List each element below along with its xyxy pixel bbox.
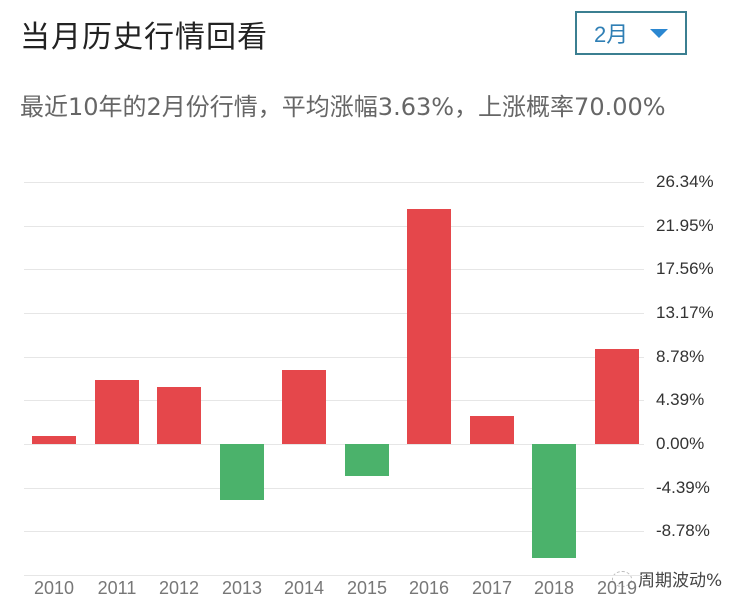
- month-select[interactable]: 2月: [575, 11, 687, 55]
- y-tick-label: 17.56%: [656, 259, 714, 278]
- summary-text: 最近10年的2月份行情，平均涨幅3.63%，上涨概率70.00%: [20, 93, 666, 121]
- gridline: [24, 531, 644, 532]
- bar-2010[interactable]: [32, 436, 76, 444]
- bar-2019[interactable]: [595, 349, 639, 444]
- x-tick-label: 2018: [533, 578, 575, 598]
- watermark: 周期波动%: [612, 566, 722, 591]
- gridline: [24, 357, 644, 358]
- x-tick-label: 2010: [33, 578, 75, 598]
- bar-2011[interactable]: [95, 380, 139, 444]
- x-axis-line: [24, 575, 644, 576]
- gridline: [24, 269, 644, 270]
- caret-down-icon: [650, 28, 669, 38]
- bar-2014[interactable]: [282, 370, 326, 444]
- bar-2015[interactable]: [345, 444, 389, 476]
- x-tick-label: 2013: [221, 578, 263, 598]
- x-tick-label: 2011: [97, 578, 137, 598]
- x-tick-label: 2014: [283, 578, 325, 598]
- gridline: [24, 226, 644, 227]
- gridline: [24, 313, 644, 314]
- x-tick-label: 2019: [596, 578, 638, 598]
- wechat-icon: [612, 570, 632, 587]
- y-tick-label: -8.78%: [656, 521, 710, 540]
- y-tick-label: 26.34%: [656, 172, 714, 191]
- watermark-text: 周期波动%: [638, 571, 723, 591]
- y-tick-label: -4.39%: [656, 478, 710, 497]
- month-select-value: 2月: [594, 22, 629, 47]
- bar-2018[interactable]: [532, 444, 576, 558]
- y-tick-label: 13.17%: [656, 303, 714, 322]
- x-tick-label: 2015: [346, 578, 388, 598]
- x-tick-label: 2017: [471, 578, 513, 598]
- x-tick-label: 2012: [158, 578, 200, 598]
- bar-2016[interactable]: [407, 209, 451, 444]
- x-tick-label: 2016: [408, 578, 450, 598]
- gridline: [24, 444, 644, 445]
- gridline: [24, 182, 644, 183]
- y-tick-label: 21.95%: [656, 216, 714, 235]
- y-tick-label: 4.39%: [656, 390, 705, 409]
- bar-2017[interactable]: [470, 416, 514, 444]
- gridline: [24, 488, 644, 489]
- gridline: [24, 400, 644, 401]
- y-tick-label: 8.78%: [656, 347, 705, 366]
- page-title: 当月历史行情回看: [20, 20, 268, 55]
- bar-2013[interactable]: [220, 444, 264, 500]
- y-tick-label: 0.00%: [656, 434, 705, 453]
- bar-2012[interactable]: [157, 387, 201, 444]
